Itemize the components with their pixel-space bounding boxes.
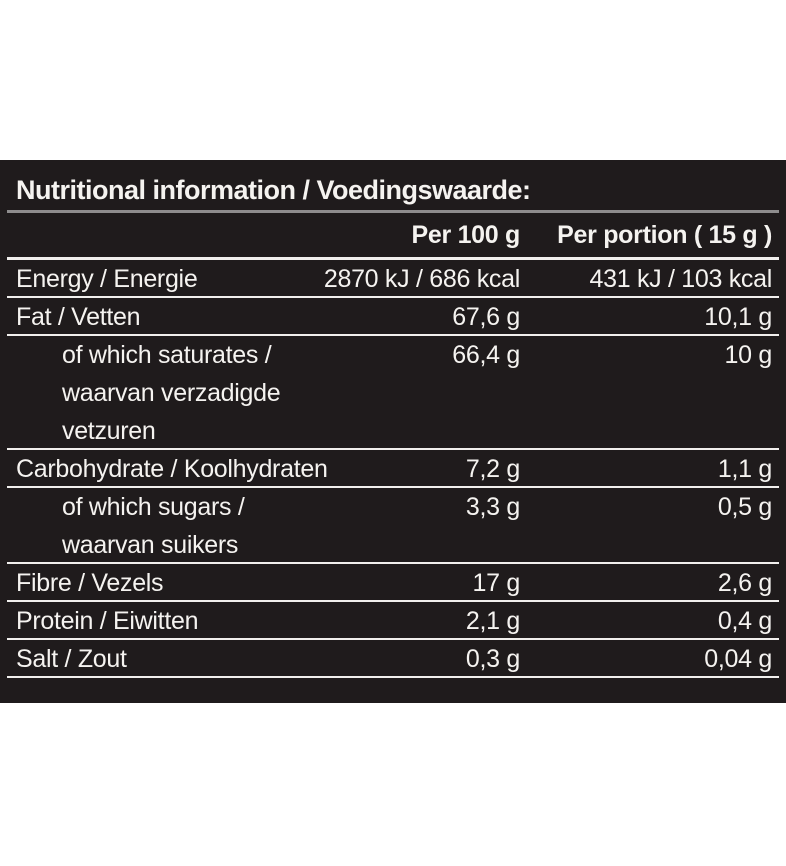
- row-value-per-portion: 1,1 g: [717, 455, 772, 483]
- row-value-per-100g: 3,3 g: [465, 493, 520, 521]
- row-value-per-100g: 66,4 g: [452, 341, 520, 369]
- panel-title: Nutritional information / Voedingswaarde…: [16, 175, 531, 205]
- nutrition-panel: Nutritional information / Voedingswaarde…: [0, 160, 786, 703]
- row-value-per-portion: 0,5 g: [717, 493, 772, 521]
- row-label: Energy / Energie: [16, 265, 198, 293]
- column-header-per-portion: Per portion ( 15 g ): [557, 221, 772, 249]
- row-value-per-portion: 10 g: [724, 341, 773, 369]
- row-label: of which sugars / waarvan suikers: [62, 493, 245, 559]
- table-row-fibre: Fibre / Vezels 17 g 2,6 g: [0, 564, 786, 602]
- row-label: Carbohydrate / Koolhydraten: [16, 455, 328, 483]
- table-row-sugars: of which sugars / waarvan suikers 3,3 g …: [0, 488, 786, 564]
- row-value-per-100g: 2,1 g: [465, 607, 520, 635]
- row-label: Fibre / Vezels: [16, 569, 164, 597]
- row-value-per-portion: 0,04 g: [704, 645, 772, 673]
- row-label: Fat / Vetten: [16, 303, 141, 331]
- row-value-per-100g: 2870 kJ / 686 kcal: [323, 265, 520, 293]
- row-value-per-portion: 431 kJ / 103 kcal: [589, 265, 772, 293]
- row-label: of which saturates / waarvan verzadigde …: [62, 341, 281, 445]
- row-value-per-100g: 7,2 g: [465, 455, 520, 483]
- row-value-per-100g: 0,3 g: [465, 645, 520, 673]
- table-row-carbohydrate: Carbohydrate / Koolhydraten 7,2 g 1,1 g: [0, 450, 786, 488]
- table-row-salt: Salt / Zout 0,3 g 0,04 g: [0, 640, 786, 678]
- row-value-per-100g: 17 g: [472, 569, 521, 597]
- title-divider: [7, 210, 779, 213]
- column-header-per-100g: Per 100 g: [411, 221, 521, 249]
- row-value-per-100g: 67,6 g: [452, 303, 520, 331]
- row-label: Protein / Eiwitten: [16, 607, 199, 635]
- panel-bottom-margin: [0, 678, 786, 687]
- table-row-saturates: of which saturates / waarvan verzadigde …: [0, 336, 786, 450]
- row-value-per-portion: 0,4 g: [717, 607, 772, 635]
- row-value-per-portion: 2,6 g: [717, 569, 772, 597]
- table-row-energy: Energy / Energie 2870 kJ / 686 kcal 431 …: [0, 260, 786, 298]
- table-row-protein: Protein / Eiwitten 2,1 g 0,4 g: [0, 602, 786, 640]
- row-label: Salt / Zout: [16, 645, 127, 673]
- table-row-fat: Fat / Vetten 67,6 g 10,1 g: [0, 298, 786, 336]
- row-value-per-portion: 10,1 g: [704, 303, 772, 331]
- column-header-row: Per 100 g Per portion ( 15 g ): [0, 213, 786, 260]
